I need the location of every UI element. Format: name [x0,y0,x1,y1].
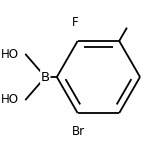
Text: F: F [72,16,79,29]
Text: HO: HO [1,49,19,61]
Text: Br: Br [72,125,85,138]
Text: HO: HO [1,93,19,105]
Text: B: B [41,71,50,83]
